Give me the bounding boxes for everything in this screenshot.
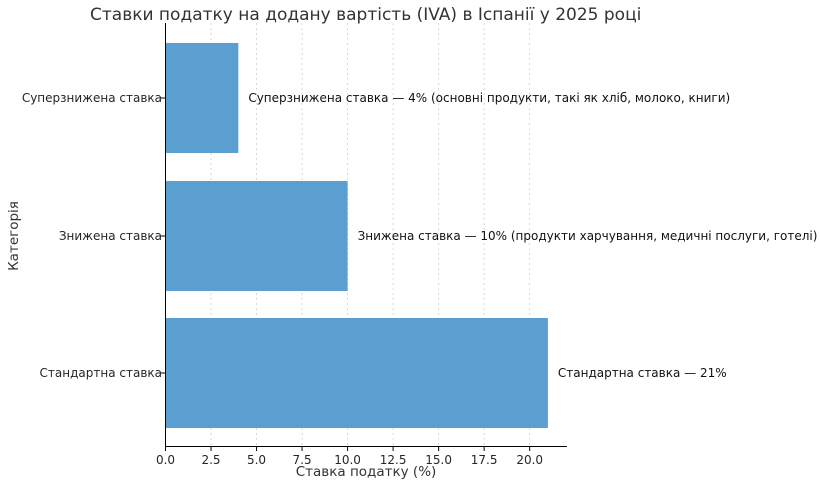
bar <box>165 318 548 428</box>
x-tick-label: 20.0 <box>516 453 543 467</box>
y-tick-label: Знижена ставка <box>59 229 162 243</box>
data-labels: Стандартна ставка — 21% Знижена ставка — … <box>248 91 817 380</box>
y-axis-label: Категорія <box>6 201 22 271</box>
bar-annotation: Суперзнижена ставка — 4% (основні продук… <box>248 91 730 105</box>
x-tick-label: 0.0 <box>156 453 175 467</box>
chart-title: Ставки податку на додану вартість (IVA) … <box>90 5 641 25</box>
bar-annotation: Знижена ставка — 10% (продукти харчуванн… <box>358 229 818 243</box>
x-tick-label: 17.5 <box>471 453 498 467</box>
bars <box>165 43 548 428</box>
x-tick-label: 2.5 <box>201 453 220 467</box>
bar-annotation: Стандартна ставка — 21% <box>558 366 727 380</box>
y-axis-ticks: Стандартна ставка Знижена ставка Суперзниж… <box>22 91 166 380</box>
x-axis-ticks: 0.0 2.5 5.0 7.5 10.0 12.5 15.0 17.5 20.0 <box>156 446 543 467</box>
x-tick-label: 7.5 <box>293 453 312 467</box>
y-tick-label: Суперзнижена ставка <box>22 91 162 105</box>
y-tick-label: Стандартна ставка <box>40 366 162 380</box>
bar <box>165 181 348 291</box>
x-tick-label: 15.0 <box>425 453 452 467</box>
x-tick-label: 10.0 <box>334 453 361 467</box>
bar <box>165 43 239 153</box>
x-tick-label: 12.5 <box>380 453 407 467</box>
x-axis-label: Ставка податку (%) <box>296 464 437 480</box>
x-tick-label: 5.0 <box>247 453 266 467</box>
